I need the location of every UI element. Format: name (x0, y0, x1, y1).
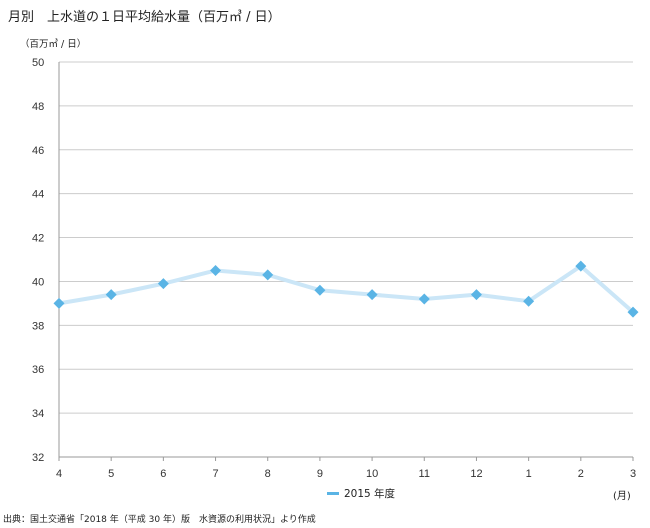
y-tick-38: 38 (32, 320, 44, 332)
x-tick-7: 7 (212, 468, 218, 480)
data-point-11 (418, 293, 430, 305)
gridlines (59, 61, 633, 414)
y-axis-unit-label: （百万㎥ / 日） (20, 39, 87, 50)
y-tick-44: 44 (32, 189, 44, 201)
x-tick-2: 2 (578, 468, 584, 480)
x-tick-10: 10 (366, 468, 378, 480)
x-tick-8: 8 (265, 468, 271, 480)
data-point-5 (105, 289, 117, 301)
y-tick-32: 32 (32, 452, 44, 464)
series-line (58, 264, 635, 314)
x-tick-labels: 4 5 6 7 8 9 10 11 12 1 2 3 (56, 468, 636, 480)
axes (58, 62, 634, 461)
y-tick-36: 36 (32, 364, 44, 376)
data-point-2 (575, 260, 587, 272)
data-point-10 (366, 289, 378, 301)
y-tick-labels: 32 34 36 38 40 42 44 46 48 50 (32, 57, 44, 464)
legend-swatch (327, 492, 339, 495)
source-note: 出典：国土交通省「2018 年（平成 30 年）版 水資源の利用状況」より作成 (3, 515, 316, 525)
data-point-6 (157, 278, 169, 290)
chart-title: 月別 上水道の１日平均給水量（百万㎥ / 日） (8, 10, 281, 25)
data-point-8 (262, 269, 274, 281)
data-point-3 (627, 306, 639, 318)
y-tick-50: 50 (32, 57, 44, 69)
x-tick-1: 1 (526, 468, 532, 480)
x-tick-12: 12 (470, 468, 482, 480)
x-tick-6: 6 (160, 468, 166, 480)
x-tick-9: 9 (317, 468, 323, 480)
x-tick-3: 3 (630, 468, 636, 480)
series-2015 (53, 260, 639, 318)
x-tick-5: 5 (108, 468, 114, 480)
y-tick-46: 46 (32, 145, 44, 157)
x-tick-4: 4 (56, 468, 62, 480)
data-point-9 (314, 284, 326, 296)
x-tick-11: 11 (419, 468, 430, 480)
y-tick-34: 34 (32, 408, 44, 420)
legend: 2015 年度 (327, 486, 395, 501)
data-point-1 (523, 295, 535, 307)
y-tick-48: 48 (32, 101, 44, 113)
data-point-4 (53, 297, 65, 309)
y-tick-42: 42 (32, 233, 44, 245)
data-point-7 (210, 264, 222, 276)
y-tick-40: 40 (32, 276, 44, 288)
legend-label: 2015 年度 (344, 488, 396, 500)
data-point-12 (470, 289, 482, 301)
x-axis-unit-label: (月) (613, 491, 631, 502)
